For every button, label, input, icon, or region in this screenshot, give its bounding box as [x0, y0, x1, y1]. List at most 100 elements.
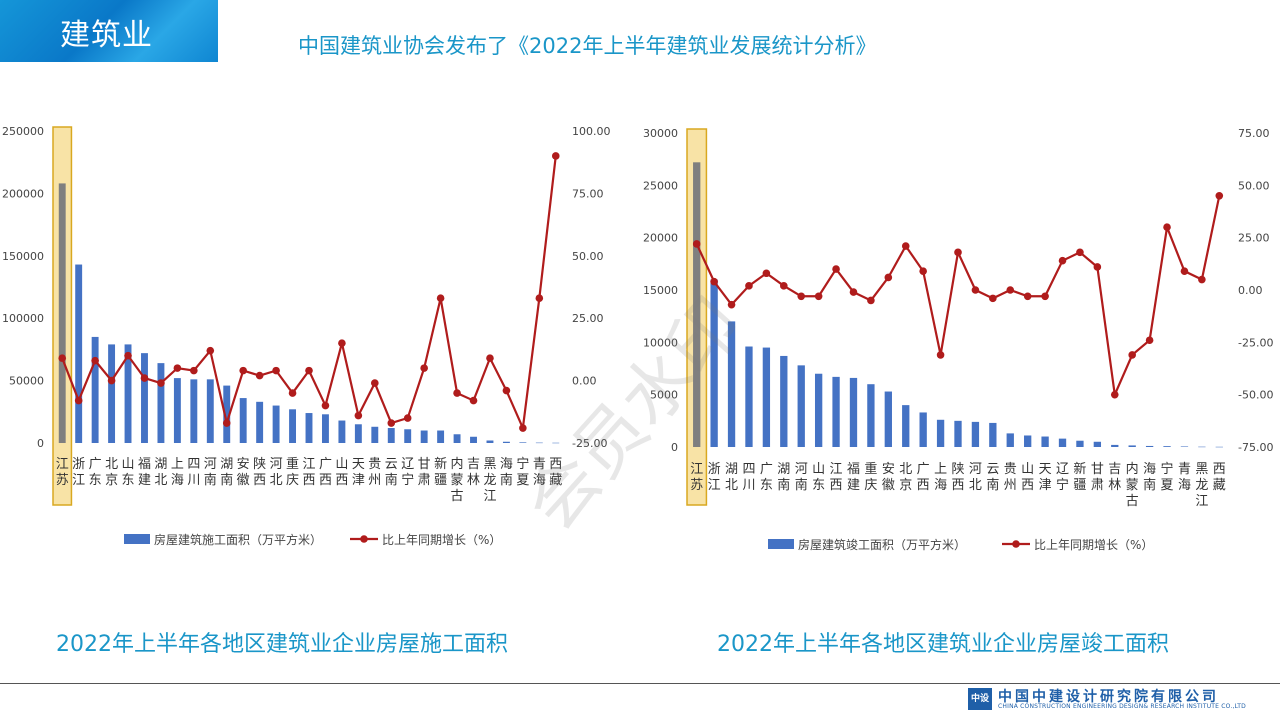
- growth-point: [173, 364, 182, 372]
- category-label: 上海: [171, 457, 184, 488]
- bar: [223, 385, 231, 443]
- category-label: 福建: [847, 462, 860, 493]
- growth-point: [486, 354, 494, 362]
- bar: [797, 365, 805, 447]
- bar: [693, 162, 701, 447]
- category-label: 山西: [1021, 462, 1034, 493]
- category-label: 辽宁: [1056, 462, 1069, 493]
- company-logo: 中设: [968, 688, 992, 710]
- growth-point: [58, 354, 67, 362]
- growth-point: [519, 424, 527, 432]
- category-label: 云南: [986, 462, 999, 493]
- y-left-tick-label: 25000: [643, 179, 678, 192]
- legend-bar-label: 房屋建筑施工面积（万平方米）: [154, 532, 322, 547]
- bar: [936, 419, 945, 447]
- growth-point: [814, 292, 823, 301]
- category-label: 浙江: [72, 457, 85, 488]
- bar: [190, 379, 198, 443]
- category-label: 黑龙江: [483, 457, 496, 504]
- category-label: 广西: [319, 457, 332, 488]
- y-left-tick-label: 0: [37, 437, 44, 450]
- growth-point: [371, 379, 379, 387]
- category-label: 河北: [969, 462, 982, 493]
- y-left-tick-label: 0: [671, 441, 678, 454]
- growth-point: [1215, 192, 1224, 200]
- category-label: 山东: [812, 462, 825, 493]
- growth-point: [745, 282, 753, 290]
- category-label: 江苏: [56, 457, 69, 488]
- bar: [710, 279, 718, 447]
- growth-point: [502, 386, 511, 395]
- bar: [745, 346, 753, 447]
- company-name-cn: 中国中建设计研究院有限公司: [998, 689, 1219, 705]
- legend-line-marker: [1012, 540, 1020, 548]
- footer-divider: [0, 683, 1280, 684]
- category-label: 甘肃: [1091, 462, 1104, 493]
- category-label: 湖南: [220, 457, 233, 488]
- category-label: 甘肃: [418, 457, 431, 488]
- legend-line-marker: [360, 535, 368, 543]
- bar: [173, 378, 181, 443]
- bar: [1058, 438, 1067, 447]
- y-left-tick-label: 5000: [650, 389, 678, 402]
- category-label: 陕西: [951, 462, 964, 493]
- growth-point: [692, 240, 701, 248]
- bar: [1198, 446, 1206, 448]
- bar: [256, 401, 264, 443]
- bar: [971, 421, 980, 447]
- chart-completion-area: 30000 25000 20000 15000 10000 5000 0 75.00 50.00…: [643, 127, 1273, 552]
- growth-line: [695, 195, 1221, 399]
- y-right-tick-label: -25.00: [1238, 336, 1273, 349]
- bar: [272, 405, 280, 443]
- category-label: 陕西: [253, 457, 266, 488]
- category-label: 浙江: [708, 462, 721, 493]
- category-label: 新疆: [434, 456, 447, 488]
- growth-point: [420, 364, 428, 372]
- growth-point: [780, 282, 788, 290]
- y-left-tick-label: 50000: [9, 375, 44, 388]
- category-label: 北京: [899, 462, 912, 493]
- category-label: 海南: [500, 457, 513, 488]
- legend-bar-label: 房屋建筑竣工面积（万平方米）: [798, 537, 966, 552]
- y-right-tick-label: -50.00: [1238, 389, 1273, 402]
- growth-point: [832, 265, 840, 273]
- bar: [902, 405, 910, 447]
- bar: [338, 420, 346, 443]
- growth-point: [1145, 336, 1154, 345]
- growth-point: [403, 414, 412, 422]
- growth-point: [971, 286, 980, 294]
- growth-point: [354, 411, 363, 420]
- y-left-tick-label: 15000: [643, 284, 678, 297]
- growth-point: [919, 267, 927, 275]
- category-label: 重庆: [286, 456, 299, 488]
- bar: [420, 430, 428, 443]
- category-label: 青海: [1178, 462, 1191, 493]
- growth-point: [551, 152, 560, 160]
- y-right-tick-label: 100.00: [572, 125, 611, 138]
- growth-point: [901, 242, 910, 250]
- y-right-tick-label: 25.00: [572, 312, 604, 325]
- bar: [239, 398, 247, 443]
- growth-point: [453, 389, 461, 397]
- category-label: 天津: [1039, 462, 1052, 493]
- bar: [470, 436, 477, 443]
- section-title: 建筑业: [60, 18, 153, 53]
- bar: [354, 424, 362, 443]
- bar: [762, 347, 771, 447]
- y-left-tick-label: 200000: [2, 187, 44, 200]
- growth-point: [936, 351, 945, 359]
- bar: [206, 379, 214, 443]
- bar: [535, 442, 543, 444]
- bar: [1076, 440, 1084, 447]
- growth-point: [867, 296, 875, 305]
- chart-construction-area: 250000 200000 150000 100000 50000 0 100.00 75.0…: [2, 125, 611, 547]
- growth-point: [190, 366, 198, 375]
- bar: [404, 429, 412, 443]
- y-right-tick-label: -75.00: [1238, 441, 1273, 454]
- y-left-tick-label: 100000: [2, 312, 44, 325]
- growth-point: [849, 288, 858, 296]
- category-label: 江西: [830, 462, 843, 493]
- growth-point: [884, 273, 893, 282]
- growth-point: [1093, 263, 1102, 271]
- bar: [1163, 446, 1171, 447]
